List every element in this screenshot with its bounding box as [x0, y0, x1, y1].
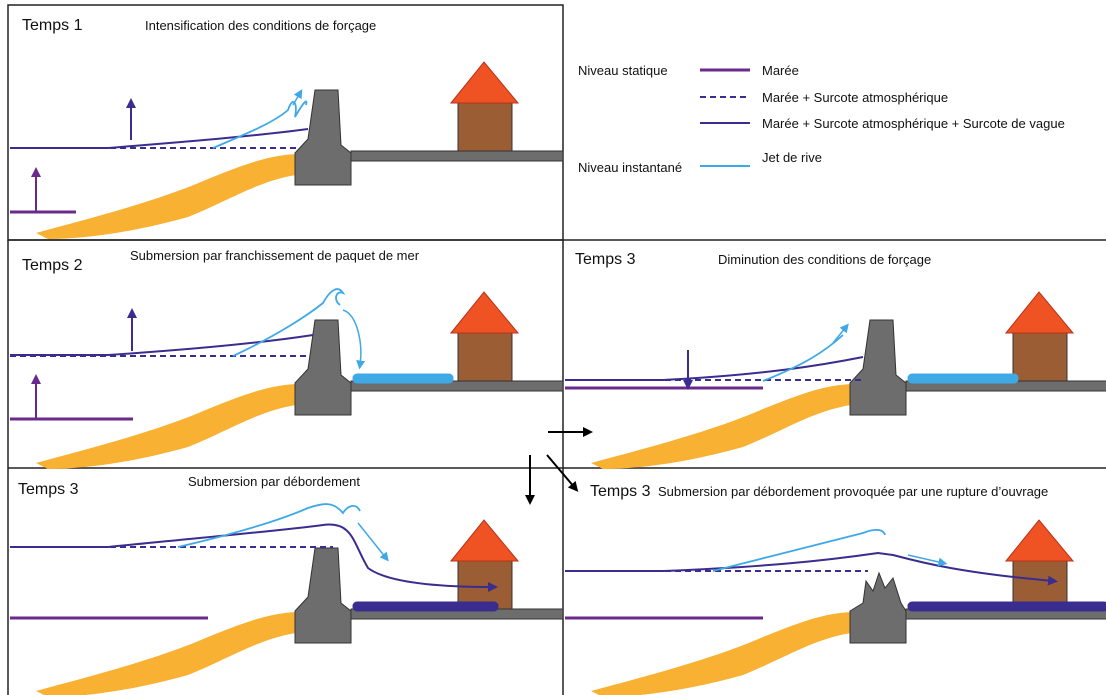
house-wall [458, 103, 512, 151]
flood [908, 602, 1106, 611]
wave-level [10, 525, 493, 587]
house-roof [451, 62, 518, 103]
beach [591, 384, 853, 469]
swash-arrow [908, 555, 943, 563]
panel-title: Submersion par franchissement de paquet … [130, 248, 420, 263]
ground [351, 151, 563, 161]
swash [713, 530, 885, 571]
panel-label: Temps 2 [22, 257, 83, 274]
house-roof [451, 292, 518, 333]
scenes [10, 62, 1106, 695]
wave-level [565, 357, 863, 380]
wave-level [10, 129, 308, 148]
flood [353, 374, 453, 383]
legend-item: Marée + Surcote atmosphérique [762, 90, 948, 105]
panel-label: Temps 3 [575, 251, 636, 268]
broken-dike [850, 573, 906, 643]
legend-heading: Niveau statique [578, 63, 668, 78]
dike [295, 548, 351, 643]
flood [908, 374, 1018, 383]
scene [10, 62, 563, 239]
house-roof [451, 520, 518, 561]
legend-heading: Niveau instantané [578, 160, 682, 175]
dike [850, 320, 906, 415]
beach [36, 612, 298, 695]
swash [763, 335, 843, 381]
house-wall [458, 333, 512, 381]
panel-title: Diminution des conditions de forçage [718, 252, 931, 267]
swash-arrow [293, 93, 300, 105]
swash [213, 101, 306, 148]
panel-title: Submersion par débordement provoquée par… [658, 484, 1048, 499]
dike [295, 320, 351, 415]
panel-label: Temps 1 [22, 17, 83, 34]
legend-item: Marée + Surcote atmosphérique + Surcote … [762, 116, 1065, 131]
flow-arrows [530, 432, 588, 500]
scene [10, 504, 563, 695]
panel-label: Temps 3 [590, 483, 651, 500]
scene [565, 292, 1106, 469]
beach [591, 612, 853, 695]
flood [353, 602, 498, 611]
legend-item: Jet de rive [762, 150, 822, 165]
swash-arrow [833, 327, 846, 343]
swash-arrow [358, 523, 386, 558]
beach [36, 154, 298, 239]
house-roof [1006, 292, 1073, 333]
wave-level [565, 553, 1053, 581]
house-wall [1013, 333, 1067, 381]
panel-title: Submersion par débordement [188, 474, 360, 489]
legend: Niveau statique Niveau instantané Marée … [578, 63, 1065, 175]
panel-title: Intensification des conditions de forçag… [145, 18, 376, 33]
scene [10, 289, 563, 469]
panel-label: Temps 3 [18, 481, 79, 498]
house-roof [1006, 520, 1073, 561]
scene [565, 520, 1106, 695]
beach [36, 384, 298, 469]
legend-item: Marée [762, 63, 799, 78]
swash-arrow [343, 310, 361, 365]
diagram: Temps 1 Intensification des conditions d… [0, 0, 1106, 695]
